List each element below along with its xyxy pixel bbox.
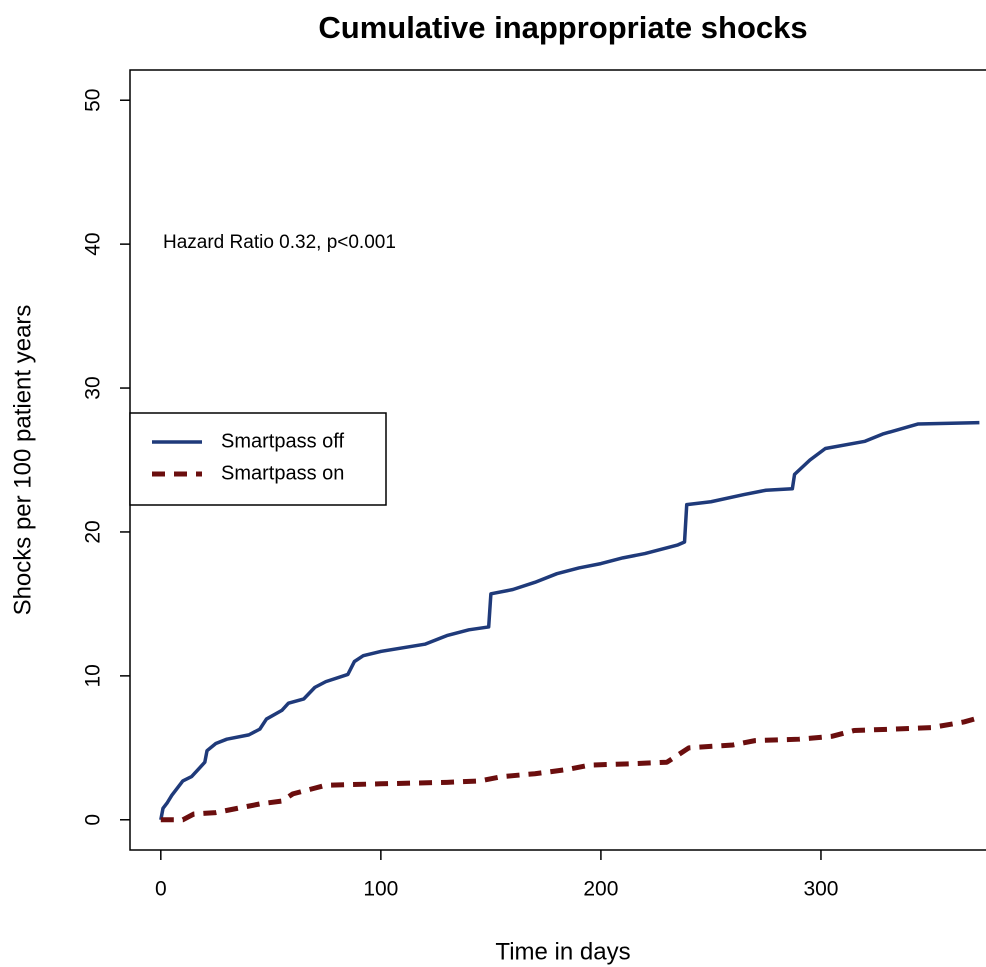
annotation: Hazard Ratio 0.32, p<0.001: [163, 232, 396, 253]
legend-box: [129, 412, 387, 506]
y-axis-label: Shocks per 100 patient years: [9, 305, 36, 616]
x-tick-label: 100: [363, 878, 398, 901]
y-tick-label: 20: [82, 520, 105, 543]
y-tick-label: 0: [82, 814, 105, 826]
series-line: [159, 420, 980, 821]
legend-label: Smartpass on: [221, 462, 344, 484]
legend-label: Smartpass off: [221, 430, 344, 452]
series-line: [160, 715, 981, 823]
y-tick-label: 50: [82, 89, 105, 112]
chart-title: Cumulative inappropriate shocks: [318, 10, 807, 45]
x-tick-label: 200: [583, 878, 618, 901]
y-tick-label: 40: [82, 232, 105, 255]
y-tick-label: 10: [82, 664, 105, 687]
x-tick-label: 300: [803, 878, 838, 901]
x-axis-label: Time in days: [495, 938, 630, 965]
x-tick-label: 0: [155, 878, 167, 901]
y-tick-label: 30: [82, 376, 105, 399]
legend: Smartpass off Smartpass on: [129, 412, 387, 506]
